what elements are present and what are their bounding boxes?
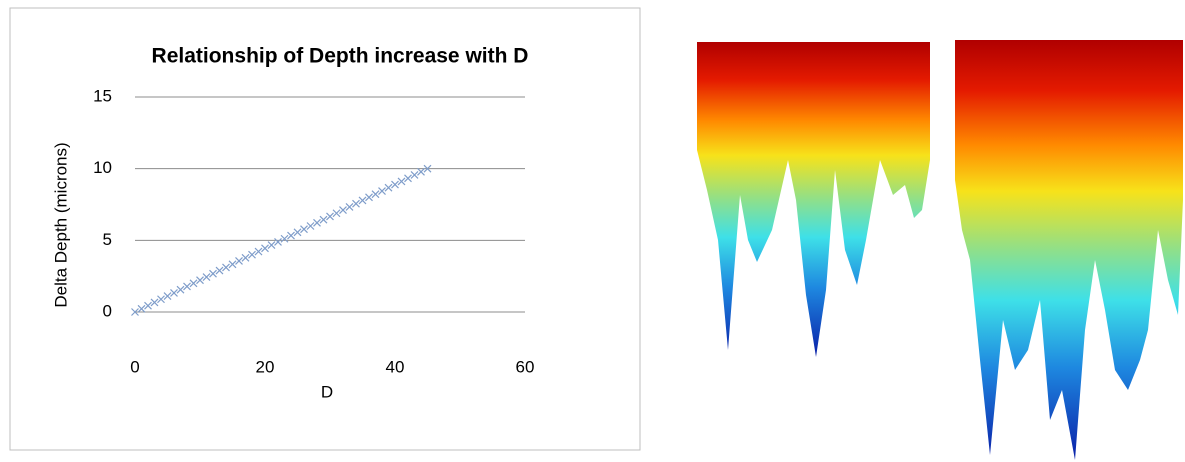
page: Relationship of Depth increase with D De… — [0, 0, 1185, 462]
y-tick-label: 15 — [93, 86, 112, 105]
y-tick-label: 10 — [93, 158, 112, 177]
x-axis-label: D — [321, 382, 333, 401]
y-tick-label: 0 — [103, 301, 112, 320]
surface-right — [955, 40, 1183, 460]
y-axis-label: Delta Depth (microns) — [51, 142, 70, 307]
surface-image — [955, 40, 1183, 460]
x-tick-label: 0 — [130, 357, 139, 376]
surface-image — [697, 42, 930, 357]
x-tick-label: 40 — [386, 357, 405, 376]
y-tick-label: 5 — [103, 230, 112, 249]
surface-left — [697, 42, 930, 357]
chart-title: Relationship of Depth increase with D — [152, 45, 529, 68]
x-tick-label: 20 — [256, 357, 275, 376]
x-tick-label: 60 — [516, 357, 535, 376]
